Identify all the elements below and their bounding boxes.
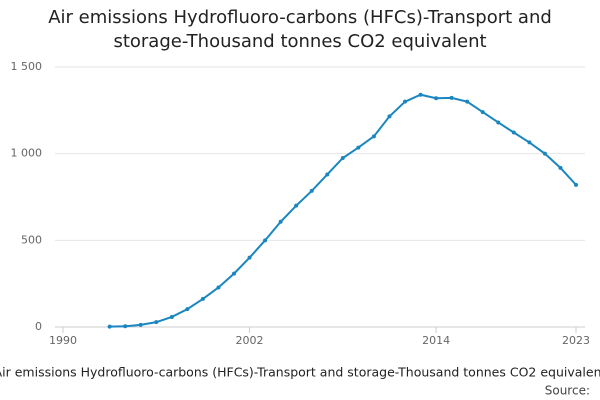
data-point — [294, 203, 299, 208]
data-point — [185, 307, 190, 312]
y-tick-label: 500 — [21, 233, 42, 246]
data-point — [340, 156, 345, 160]
data-point — [434, 96, 439, 101]
data-point — [371, 134, 376, 139]
series-line — [109, 93, 577, 328]
x-tick-label: 2023 — [562, 334, 590, 347]
data-point — [169, 314, 174, 319]
data-point — [480, 110, 485, 115]
source: Source: — [545, 384, 590, 398]
data-point — [511, 130, 516, 135]
data-point — [496, 120, 501, 125]
data-point — [574, 182, 578, 187]
data-point — [216, 285, 221, 290]
data-point — [107, 324, 112, 329]
y-tick-label: 1 000 — [11, 147, 43, 160]
data-point — [154, 320, 159, 325]
x-tick-label: 2014 — [422, 334, 450, 347]
data-point — [278, 219, 283, 224]
chart-title: Air emissions Hydrofluoro-carbons (HFCs)… — [48, 7, 552, 52]
data-point — [263, 238, 268, 243]
data-point — [232, 271, 236, 276]
x-tick-label: 2002 — [236, 334, 264, 347]
data-point — [403, 99, 407, 104]
data-point — [542, 151, 547, 156]
data-point — [558, 165, 563, 170]
x-tick-label: 1990 — [49, 334, 77, 347]
y-tick-label: 1 500 — [11, 60, 43, 73]
data-point — [527, 140, 532, 145]
data-point — [325, 172, 330, 177]
data-point — [465, 99, 470, 104]
y-tick-label: 0 — [35, 320, 42, 333]
data-point — [138, 322, 143, 327]
data-point — [309, 188, 314, 193]
data-point — [449, 95, 454, 100]
data-point — [356, 145, 361, 150]
data-point — [387, 114, 392, 119]
data-point — [123, 324, 128, 329]
data-point — [418, 92, 423, 97]
data-point — [200, 296, 205, 301]
x-axis-title: Air emissions Hydrofluoro-carbons (HFCs)… — [0, 365, 600, 380]
data-point — [247, 255, 252, 260]
